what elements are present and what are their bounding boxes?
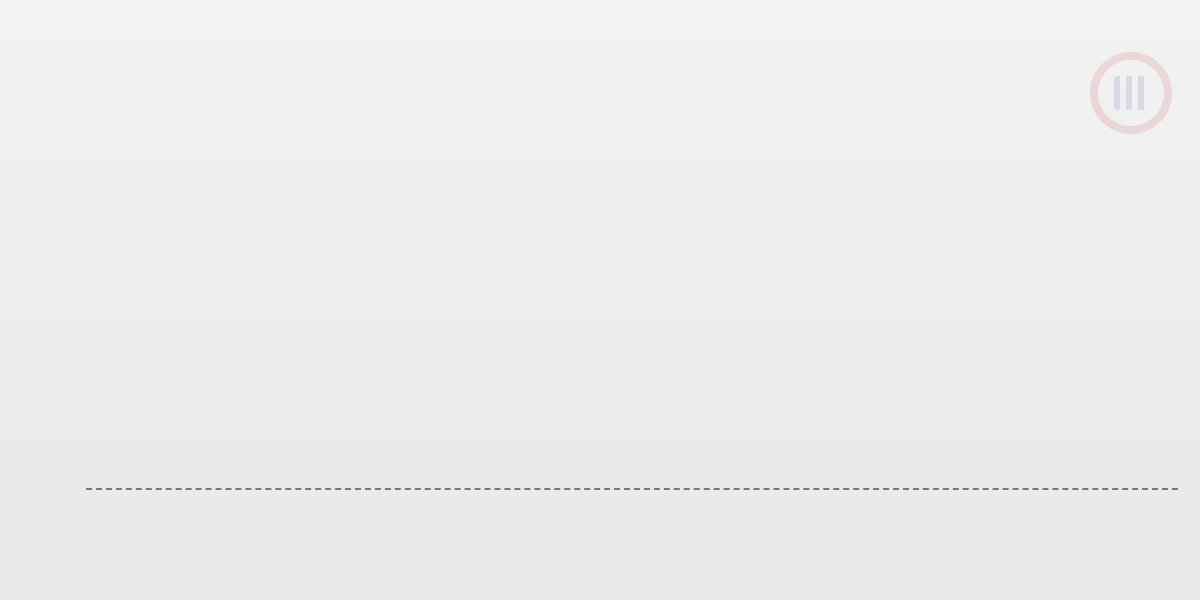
chart-container [0, 0, 1200, 600]
x-axis-baseline [86, 488, 1178, 490]
legend-item-2032 [994, 34, 1040, 47]
x-axis-labels [86, 496, 1178, 560]
plot-area [86, 150, 1178, 490]
legend-swatch-2032 [994, 34, 1030, 47]
watermark-logo [1090, 52, 1172, 134]
legend-item-2023 [908, 34, 954, 47]
legend-swatch-2023 [908, 34, 944, 47]
legend [20, 34, 1180, 47]
footer-accent-bar [0, 588, 1200, 600]
